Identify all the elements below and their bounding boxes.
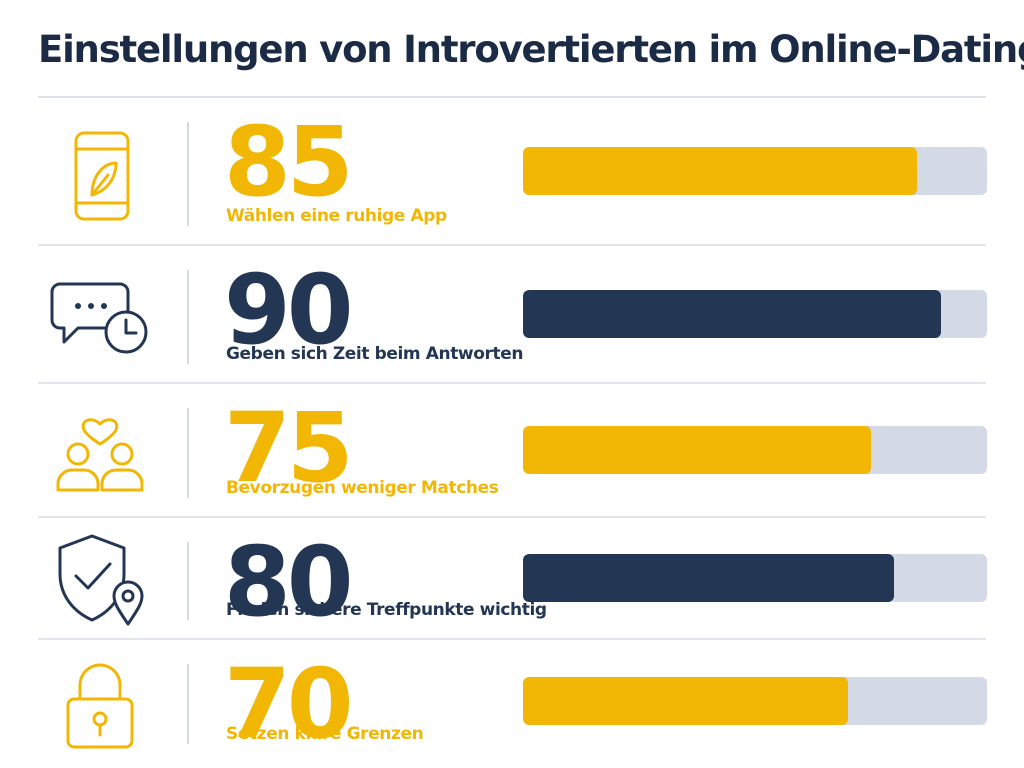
bar-track [523,677,987,725]
chart-row: 75 Bevorzugen weniger Matches [0,384,1024,516]
data-value-label: 70 [224,648,354,760]
chat-clock-icon [48,262,152,366]
row-divider [38,516,986,518]
category-label: Finden sichere Treffpunkte wichtig [226,600,547,620]
chart-row: 70 Setzen klare Grenzen [0,640,1024,762]
bar [523,290,941,338]
bar [523,426,871,474]
bar [523,677,848,725]
category-label: Wählen eine ruhige App [226,206,447,226]
bar-track [523,554,987,602]
title-divider [38,96,986,98]
smartphone-leaf-icon [48,119,152,223]
row-divider [38,638,986,640]
bar-track [523,147,987,195]
row-separator [187,408,189,498]
shield-location-icon [48,526,152,630]
data-value-label: 75 [224,392,354,504]
data-value-label: 85 [224,106,354,218]
row-separator [187,122,189,226]
bar-track [523,426,987,474]
category-label: Setzen klare Grenzen [226,724,424,744]
row-separator [187,664,189,744]
page-title: Einstellungen von Introvertierten im Onl… [38,28,1024,71]
bar-track [523,290,987,338]
row-separator [187,542,189,620]
couple-heart-icon [48,398,152,502]
data-value-label: 80 [224,526,354,638]
chart-row: 80 Finden sichere Treffpunkte wichtig [0,518,1024,638]
chart-row: 85 Wählen eine ruhige App [0,98,1024,244]
bar [523,554,894,602]
bar [523,147,917,195]
padlock-icon [48,649,152,753]
row-divider [38,244,986,246]
chart-row: 90 Geben sich Zeit beim Antworten [0,246,1024,382]
row-separator [187,270,189,364]
category-label: Bevorzugen weniger Matches [226,478,499,498]
data-value-label: 90 [224,254,354,366]
category-label: Geben sich Zeit beim Antworten [226,344,524,364]
row-divider [38,382,986,384]
